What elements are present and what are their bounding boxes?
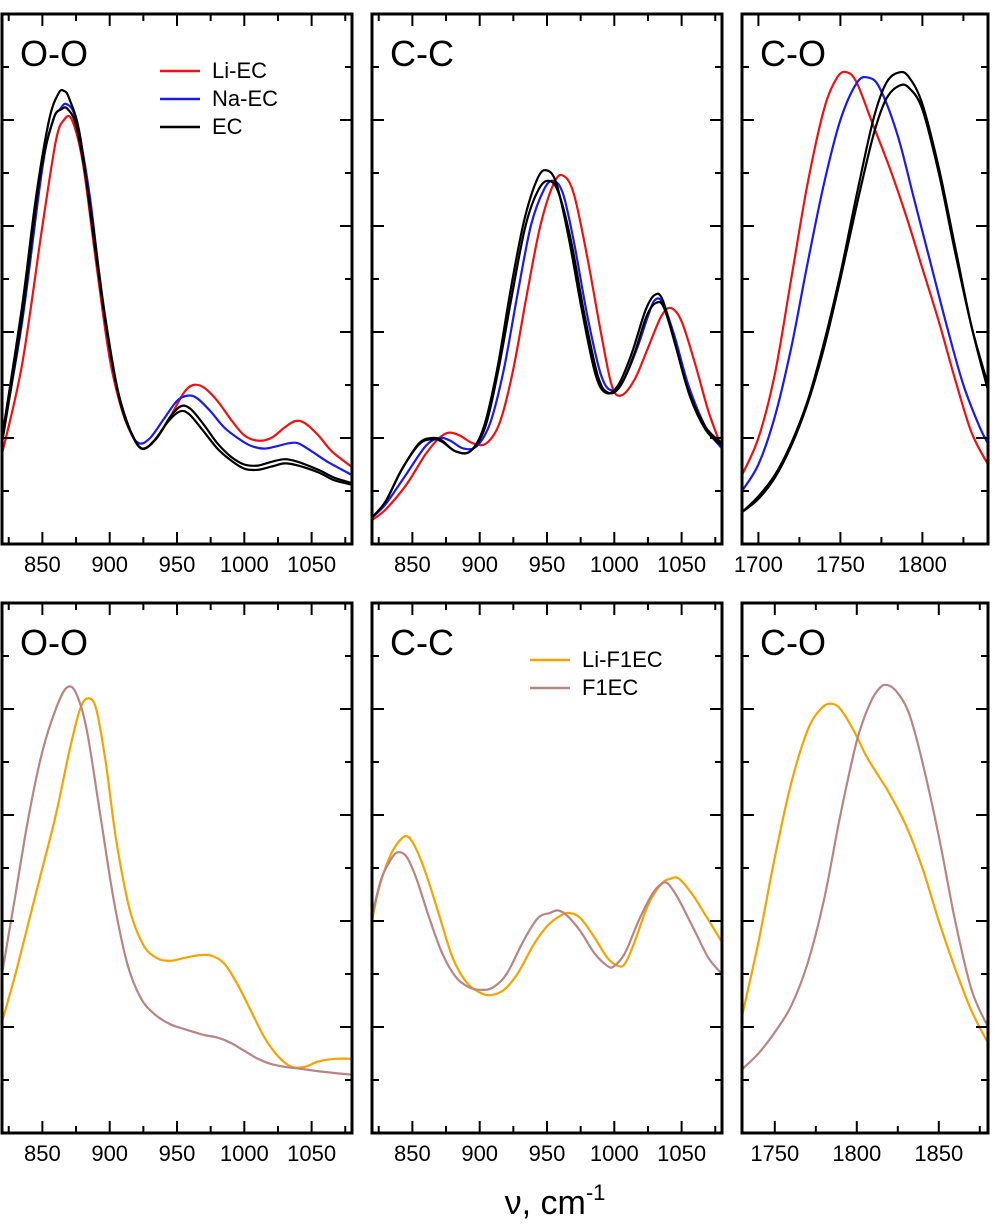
x-tick-label: 950: [529, 1141, 566, 1166]
series-line-na-ec: [2, 102, 352, 477]
x-tick-label: 1800: [832, 1141, 881, 1166]
x-tick-label: 1050: [287, 1141, 336, 1166]
series-line-ec: [372, 168, 722, 519]
panel-6-curves: [742, 683, 988, 1071]
panel-6: 1750 1800 1850 C-O: [740, 601, 990, 1166]
panel-title: C-O: [760, 622, 826, 663]
x-tick-label: 1700: [734, 552, 783, 577]
panel-frame: [740, 601, 990, 1135]
series-line-li-ec: [2, 114, 352, 469]
x-tick-label: 950: [159, 552, 196, 577]
x-tick-label: 850: [394, 552, 431, 577]
series-line-ec-2: [2, 106, 352, 486]
x-axis-label-sup: -1: [586, 1180, 606, 1205]
series-line-ec-2: [742, 83, 988, 514]
panel-frame: [740, 12, 990, 546]
x-tick-label: 900: [461, 552, 498, 577]
panel-1: 850 900 950 1000 1050 O-O Li-EC Na-EC EC: [0, 12, 354, 577]
series-line-ec: [742, 70, 988, 514]
x-tick-label: 1750: [816, 552, 865, 577]
x-tick-label: 1050: [287, 552, 336, 577]
x-tick-label: 950: [529, 552, 566, 577]
panel-4: 850 900 950 1000 1050 O-O: [0, 601, 354, 1166]
x-tick-label: 1050: [657, 1141, 706, 1166]
x-tick-label: 900: [91, 1141, 128, 1166]
series-line-li-ec: [742, 70, 988, 477]
series-line-li-f1ec: [372, 834, 722, 997]
panel-3-curves: [742, 70, 988, 514]
series-line-li-f1ec: [742, 702, 988, 1044]
panel-title: C-O: [760, 33, 826, 74]
x-tick-label: 950: [159, 1141, 196, 1166]
legend-label: EC: [212, 114, 243, 139]
legend-label: Li-F1EC: [582, 647, 663, 672]
panel-frame: [0, 12, 354, 546]
panel-title: C-C: [390, 33, 454, 74]
x-tick-label: 850: [394, 1141, 431, 1166]
x-tick-label: 900: [461, 1141, 498, 1166]
legend-label: F1EC: [582, 675, 638, 700]
panel-3: 1700 1750 1800 C-O: [734, 12, 990, 577]
x-axis-label-main: ν, cm: [505, 1184, 586, 1222]
panel-title: O-O: [20, 622, 88, 663]
panel-title: O-O: [20, 33, 88, 74]
series-line-f1ec: [2, 685, 352, 1076]
x-tick-label: 1000: [590, 1141, 639, 1166]
x-tick-label: 1000: [220, 1141, 269, 1166]
series-line-li-f1ec: [2, 697, 352, 1069]
series-line-li-ec: [372, 173, 722, 522]
panel-2: 850 900 950 1000 1050 C-C: [370, 12, 724, 577]
legend-label: Li-EC: [212, 58, 267, 83]
x-tick-label: 1750: [750, 1141, 799, 1166]
x-tick-label: 1850: [914, 1141, 963, 1166]
legend-label: Na-EC: [212, 86, 278, 111]
panel-frame: [0, 601, 354, 1135]
panel-title: C-C: [390, 622, 454, 663]
x-axis-label: ν, cm-1: [505, 1180, 606, 1222]
x-tick-label: 1000: [590, 552, 639, 577]
x-tick-label: 1800: [898, 552, 947, 577]
series-line-f1ec: [372, 851, 722, 991]
panel-5-curves: [372, 834, 722, 997]
x-tick-label: 900: [91, 552, 128, 577]
legend: Li-EC Na-EC EC: [160, 58, 278, 139]
series-line-ec-2: [372, 179, 722, 519]
panel-4-curves: [2, 685, 352, 1076]
x-tick-label: 1000: [220, 552, 269, 577]
panel-1-curves: [2, 88, 352, 486]
x-tick-label: 850: [24, 552, 61, 577]
x-tick-label: 850: [24, 1141, 61, 1166]
series-line-na-ec: [742, 75, 988, 493]
x-tick-label: 1050: [657, 552, 706, 577]
series-line-f1ec: [742, 683, 988, 1071]
panel-5: 850 900 950 1000 1050 C-C Li-F1EC F1EC: [370, 601, 724, 1166]
panel-2-curves: [372, 168, 722, 522]
legend: Li-F1EC F1EC: [530, 647, 663, 700]
panel-frame: [370, 12, 724, 546]
series-line-na-ec: [372, 179, 722, 519]
